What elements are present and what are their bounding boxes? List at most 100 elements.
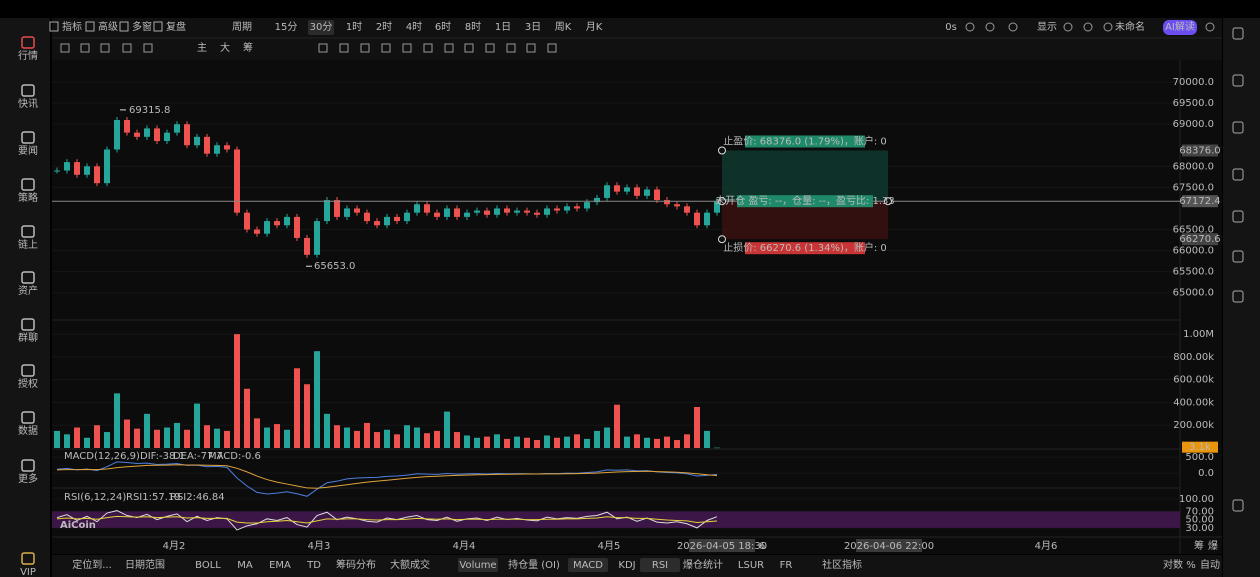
tool-icon[interactable]: [85, 21, 95, 32]
drawing-tool[interactable]: [318, 43, 328, 53]
toolbar-icon[interactable]: [965, 22, 975, 32]
sub-indicator[interactable]: LSUR: [738, 560, 764, 571]
toolbar-right-item[interactable]: 显示: [1037, 21, 1057, 33]
period[interactable]: 6时: [435, 21, 451, 33]
bottom-left[interactable]: 日期范围: [125, 558, 165, 571]
sidebar-label[interactable]: 群聊: [18, 331, 38, 344]
toolbar-right-item[interactable]: 未命名: [1115, 20, 1145, 33]
drawing-tool[interactable]: [80, 43, 90, 53]
main-indicator[interactable]: MA: [237, 560, 253, 571]
right-sidebar-icon[interactable]: [1232, 121, 1244, 134]
drawing-tool[interactable]: [143, 43, 153, 53]
sidebar-label[interactable]: 授权: [18, 377, 38, 390]
drawing-tool[interactable]: [381, 43, 391, 53]
drag-handle[interactable]: [884, 197, 892, 206]
sidebar-icon[interactable]: [21, 131, 35, 144]
drawing-tool[interactable]: [444, 43, 454, 53]
right-sidebar-icon[interactable]: [1232, 168, 1244, 181]
drawing-mode[interactable]: 大: [220, 41, 230, 54]
right-sidebar-icon[interactable]: [1232, 499, 1244, 512]
drag-handle[interactable]: [718, 197, 726, 206]
sidebar-label[interactable]: 要闻: [18, 144, 38, 157]
sidebar-label[interactable]: 行情: [18, 49, 38, 62]
tool-icon[interactable]: [153, 21, 163, 32]
sidebar-label[interactable]: 链上: [18, 238, 38, 251]
toolbar-icon[interactable]: [1103, 22, 1113, 32]
period[interactable]: 15分: [275, 21, 298, 33]
drag-handle[interactable]: [718, 235, 726, 244]
drawing-tool[interactable]: [60, 43, 70, 53]
toolbar-item[interactable]: 指标: [62, 20, 82, 33]
period[interactable]: 周K: [555, 21, 572, 33]
period[interactable]: 月K: [586, 21, 603, 33]
toolbar-icon[interactable]: [1205, 22, 1215, 32]
drawing-tool[interactable]: [464, 43, 474, 53]
drawing-tool[interactable]: [122, 43, 132, 53]
bottom-right[interactable]: %: [1186, 560, 1196, 571]
sidebar-label[interactable]: 策略: [18, 191, 38, 204]
sub-indicator[interactable]: MACD: [573, 560, 603, 571]
sidebar-icon[interactable]: [21, 225, 35, 238]
sidebar-icon[interactable]: [21, 271, 35, 284]
sub-indicator[interactable]: 爆仓统计: [683, 558, 723, 571]
drawing-tool[interactable]: [402, 43, 412, 53]
sidebar-label[interactable]: 资产: [18, 284, 38, 297]
right-sidebar-icon[interactable]: [1232, 290, 1244, 303]
sidebar-icon[interactable]: [21, 552, 35, 565]
sidebar-icon[interactable]: [21, 178, 35, 191]
toolbar-right-item[interactable]: AI解读: [1165, 20, 1195, 33]
right-sidebar-icon[interactable]: [1232, 27, 1244, 40]
tool-icon[interactable]: [49, 21, 59, 32]
period[interactable]: 4时: [406, 21, 422, 33]
toolbar-item[interactable]: 多窗: [132, 20, 152, 33]
sidebar-label[interactable]: 数据: [18, 424, 38, 437]
drawing-tool[interactable]: [360, 43, 370, 53]
sub-indicator[interactable]: Volume: [459, 560, 496, 571]
toolbar-item[interactable]: 高级: [98, 20, 118, 33]
sidebar-label[interactable]: 快讯: [18, 98, 38, 110]
sub-indicator[interactable]: RSI: [652, 560, 668, 571]
axis-corner[interactable]: 筹: [1194, 539, 1204, 552]
sidebar-icon[interactable]: [21, 36, 35, 49]
toolbar-icon[interactable]: [1008, 22, 1018, 32]
period[interactable]: 8时: [465, 21, 481, 33]
right-sidebar-icon[interactable]: [1232, 210, 1244, 223]
right-sidebar-icon[interactable]: [1232, 250, 1244, 263]
main-indicator[interactable]: TD: [306, 560, 321, 571]
period[interactable]: 2时: [376, 21, 392, 33]
drawing-tool[interactable]: [423, 43, 433, 53]
sub-indicator[interactable]: KDJ: [618, 560, 635, 571]
sub-indicator[interactable]: 社区指标: [822, 558, 862, 571]
main-indicator[interactable]: BOLL: [195, 560, 221, 571]
axis-corner[interactable]: 爆: [1208, 540, 1218, 552]
drawing-mode[interactable]: 主: [197, 42, 207, 54]
main-indicator[interactable]: 筹码分布: [336, 558, 376, 571]
drawing-mode[interactable]: 筹: [243, 41, 253, 54]
period[interactable]: 30分: [310, 21, 333, 33]
drawing-tool[interactable]: [526, 43, 536, 53]
sidebar-icon[interactable]: [21, 459, 35, 472]
sidebar-label[interactable]: VIP: [20, 567, 36, 577]
main-indicator[interactable]: 大额成交: [390, 558, 430, 571]
sidebar-label[interactable]: 更多: [18, 472, 38, 485]
sidebar-icon[interactable]: [21, 84, 35, 97]
drawing-tool[interactable]: [100, 43, 110, 53]
bottom-right[interactable]: 自动: [1200, 558, 1220, 571]
drawing-tool[interactable]: [506, 43, 516, 53]
drag-handle[interactable]: [718, 146, 726, 155]
main-indicator[interactable]: EMA: [269, 560, 291, 571]
bottom-left[interactable]: 定位到...: [72, 558, 112, 571]
period-label[interactable]: 周期: [232, 21, 252, 33]
period[interactable]: 1时: [346, 21, 362, 33]
tool-icon[interactable]: [119, 21, 129, 32]
sub-indicator[interactable]: FR: [780, 560, 793, 571]
toolbar-right-item[interactable]: 0s: [945, 22, 957, 33]
period[interactable]: 1日: [495, 22, 511, 33]
toolbar-icon[interactable]: [1083, 22, 1093, 32]
toolbar-item[interactable]: 复盘: [166, 20, 186, 33]
sidebar-icon[interactable]: [21, 411, 35, 424]
drawing-tool[interactable]: [485, 43, 495, 53]
sidebar-icon[interactable]: [21, 318, 35, 331]
toolbar-icon[interactable]: [1063, 22, 1073, 32]
drawing-tool[interactable]: [547, 43, 557, 53]
